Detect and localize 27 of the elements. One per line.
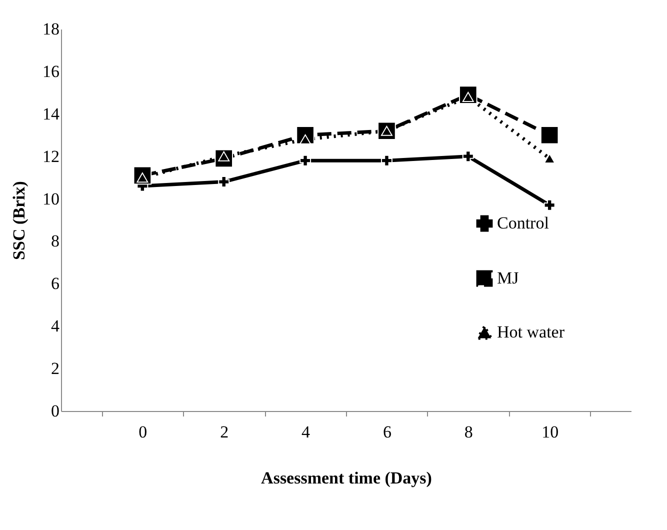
- x-tick-label: 10: [542, 422, 559, 442]
- y-tick-label: 0: [51, 402, 60, 420]
- y-tick-label: 4: [51, 316, 60, 336]
- point: [380, 154, 392, 166]
- y-tick-label: 2: [51, 359, 60, 378]
- point: [544, 199, 556, 211]
- y-axis-title: SSC (Brix): [10, 181, 28, 260]
- legend-label: Hot water: [497, 322, 565, 342]
- point: [540, 126, 559, 144]
- y-tick-label: 8: [51, 232, 60, 251]
- x-axis-title: Assessment time (Days): [261, 468, 432, 488]
- y-tick-label: 6: [51, 274, 60, 294]
- point: [462, 150, 474, 162]
- point: [300, 154, 312, 166]
- y-tick-label: 16: [42, 62, 60, 81]
- y-tick-label: 18: [42, 20, 60, 38]
- x-tick-label: 4: [302, 422, 311, 442]
- y-tick-label: 12: [42, 146, 60, 166]
- point: [218, 176, 230, 188]
- y-tick-label: 10: [42, 189, 60, 208]
- x-tick-label: 2: [220, 422, 229, 442]
- x-tick-label: 0: [138, 422, 148, 442]
- legend-label: MJ: [497, 268, 520, 288]
- x-tick-label: 6: [382, 422, 392, 442]
- legend-label: Control: [497, 214, 550, 232]
- y-tick-label: 14: [42, 104, 60, 124]
- x-tick-label: 8: [464, 422, 473, 442]
